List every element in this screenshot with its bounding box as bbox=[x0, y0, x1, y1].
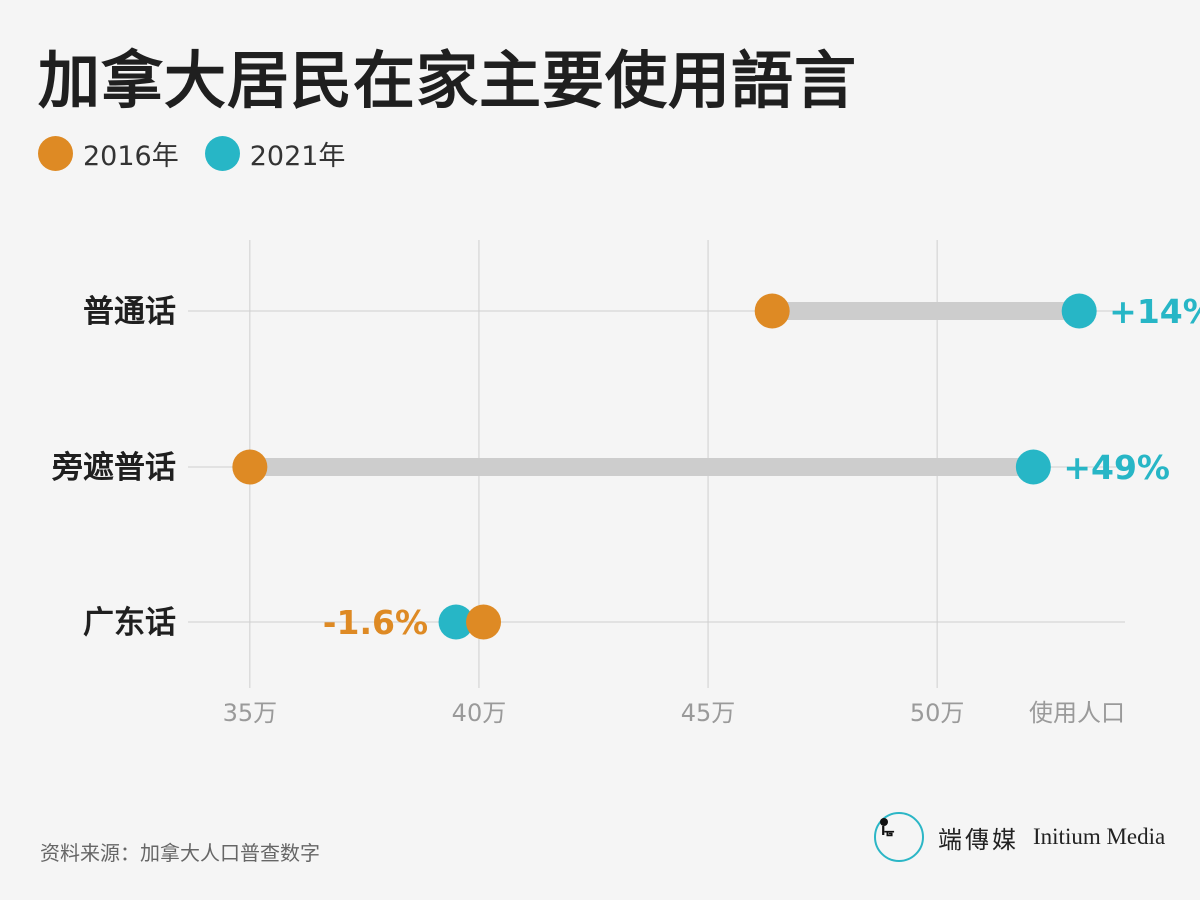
brand-name-cn: 端傳媒 bbox=[938, 825, 1019, 854]
legend-label-2021: 2021年 bbox=[249, 141, 346, 172]
chart-title: 加拿大居民在家主要使用語言 bbox=[38, 44, 858, 117]
legend-swatch-2016 bbox=[38, 136, 73, 171]
range-bar bbox=[772, 302, 1080, 320]
category-label: 广东话 bbox=[83, 605, 176, 641]
x-axis-unit-label: 使用人口 bbox=[1029, 699, 1125, 727]
x-tick-label: 35万 bbox=[223, 699, 278, 727]
change-label: +14% bbox=[1109, 292, 1200, 331]
range-bar bbox=[249, 458, 1034, 476]
dot-2021 bbox=[1015, 449, 1051, 485]
legend-swatch-2021 bbox=[204, 136, 240, 171]
category-label: 旁遮普话 bbox=[51, 450, 176, 486]
x-tick-label: 40万 bbox=[452, 699, 507, 727]
legend-item-2021: 2021年 bbox=[204, 134, 346, 173]
legend-label-2016: 2016年 bbox=[83, 141, 179, 172]
dot-2021 bbox=[1061, 293, 1097, 329]
brand: Iᚗ 端傳媒 Initium Media bbox=[874, 812, 1165, 862]
legend-item-2016: 2016年 bbox=[38, 134, 179, 173]
brand-name-en: Initium Media bbox=[1033, 824, 1166, 849]
dot-2016 bbox=[754, 293, 790, 329]
dot-2016 bbox=[232, 449, 268, 485]
x-tick-label: 45万 bbox=[681, 699, 736, 727]
x-tick-label: 50万 bbox=[910, 699, 965, 727]
dot-2016 bbox=[466, 604, 502, 640]
source-note: 资料来源：加拿大人口普查数字 bbox=[40, 841, 320, 865]
change-label: +49% bbox=[1063, 448, 1170, 487]
legend: 2016年 2021年 bbox=[38, 134, 345, 173]
change-label: -1.6% bbox=[323, 603, 428, 642]
dot-2021 bbox=[438, 604, 474, 640]
brand-logo-icon: Iᚗ bbox=[874, 812, 924, 862]
category-label: 普通话 bbox=[83, 294, 176, 330]
